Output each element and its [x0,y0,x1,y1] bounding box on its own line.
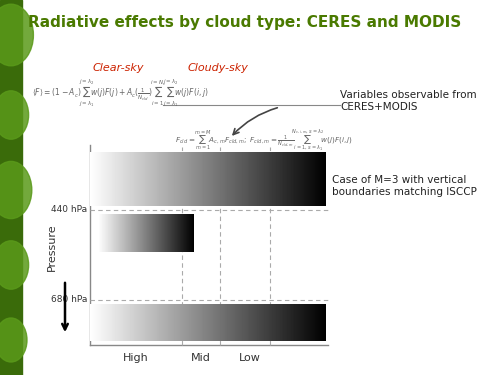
Text: Clear-sky: Clear-sky [92,63,144,73]
Text: Variables observable from
CERES+MODIS: Variables observable from CERES+MODIS [340,90,476,112]
Text: $F_{cld}=\!\sum_{m=1}^{m=M}\!A_{c,m}F_{cld,m};\; F_{cld,m}=\frac{1}{N_{cld,m}}\!: $F_{cld}=\!\sum_{m=1}^{m=M}\!A_{c,m}F_{c… [175,127,353,153]
Text: 440 hPa: 440 hPa [51,206,87,214]
Text: Low: Low [239,353,261,363]
Text: Case of M=3 with vertical
boundaries matching ISCCP: Case of M=3 with vertical boundaries mat… [332,175,477,196]
Text: Mid: Mid [191,353,211,363]
Bar [0,0,22,375]
Text: Pressure: Pressure [47,224,57,272]
Text: 680 hPa: 680 hPa [50,296,87,304]
Text: Radiative effects by cloud type: CERES and MODIS: Radiative effects by cloud type: CERES a… [28,15,461,30]
Ellipse shape [0,318,27,362]
Ellipse shape [0,241,28,289]
Ellipse shape [0,4,34,66]
Text: $\langle F\rangle = (1-A_c)\!\sum_{j=\lambda_1}^{j=\lambda_2}\!\!w(j)F(j) + A_c(: $\langle F\rangle = (1-A_c)\!\sum_{j=\la… [32,77,208,108]
Ellipse shape [0,161,32,219]
Text: High: High [123,353,149,363]
Ellipse shape [0,91,28,139]
Text: Cloudy-sky: Cloudy-sky [188,63,248,73]
